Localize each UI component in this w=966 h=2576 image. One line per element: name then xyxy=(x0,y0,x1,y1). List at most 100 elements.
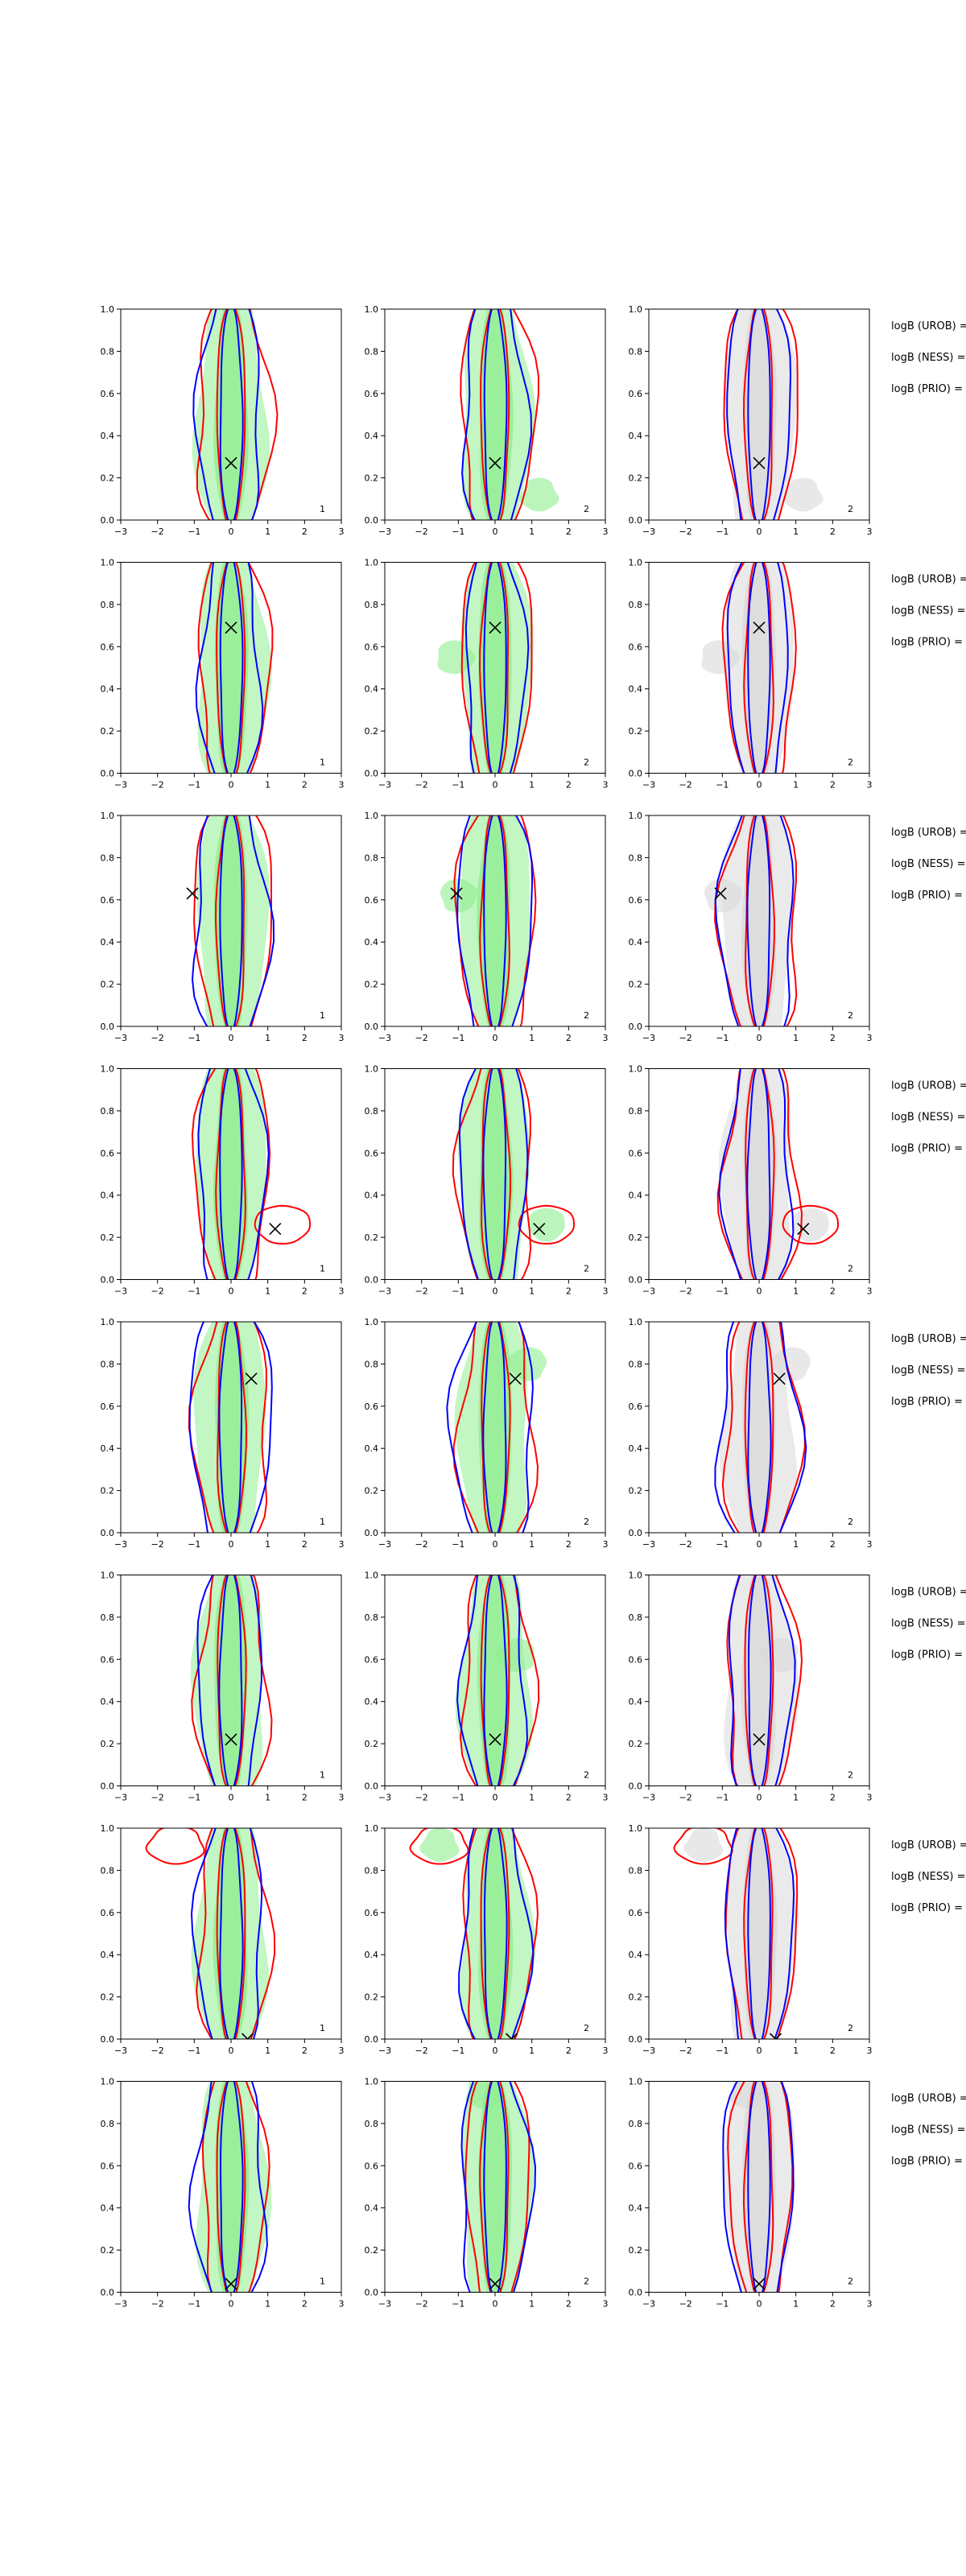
contour-blue-outer xyxy=(456,1575,529,1786)
contour-blue-inner xyxy=(219,562,244,774)
panel-r4-c3: −3 −2 −1 0 1 2 3 0.0 0.2 0.4 0.6 0.8 1.0 2 xyxy=(629,1064,873,1297)
x-tick-label: 0 xyxy=(757,2046,762,2056)
y-tick-label: 0.2 xyxy=(101,1486,115,1496)
contour-blue-inner xyxy=(219,815,243,1026)
x-tick-label: −2 xyxy=(679,2299,692,2310)
contour-red-extra xyxy=(145,1828,205,1865)
x-tick-label: 2 xyxy=(566,1793,572,1803)
x-tick-label: 2 xyxy=(302,1286,308,1297)
y-tick-label: 0.2 xyxy=(365,726,379,737)
x-tick-label: −2 xyxy=(151,2299,164,2310)
contour-blue-inner xyxy=(747,2081,771,2293)
x-tick-label: −1 xyxy=(452,2046,464,2056)
true-value-marker xyxy=(186,887,199,900)
y-tick-label: 0.2 xyxy=(629,1739,643,1749)
panel-number-label: 2 xyxy=(848,1264,853,1274)
panel-r4-c2: −3 −2 −1 0 1 2 3 0.0 0.2 0.4 0.6 0.8 1.0 2 xyxy=(365,1064,609,1297)
y-tick-label: 0.8 xyxy=(629,600,643,610)
contour-blue-inner xyxy=(747,309,771,520)
contour-blue-outer xyxy=(464,562,530,774)
x-tick-label: 2 xyxy=(830,526,836,537)
true-value-marker xyxy=(489,2277,502,2290)
panel-number-label: 2 xyxy=(584,504,589,514)
contour-red-inner xyxy=(479,2081,510,2293)
x-tick-label: 3 xyxy=(603,1793,609,1803)
panel-number-label: 2 xyxy=(584,2277,589,2287)
panel-number-label: 2 xyxy=(848,2023,853,2033)
y-tick-label: 0.2 xyxy=(629,726,643,737)
logb-label: logB (PRIO) = xyxy=(891,1143,963,1155)
logb-label: logB (NESS) = xyxy=(891,1364,965,1377)
x-tick-label: 2 xyxy=(830,780,836,791)
contour-red-outer xyxy=(193,815,272,1026)
x-tick-label: −3 xyxy=(114,2299,127,2310)
x-tick-label: 0 xyxy=(757,780,762,791)
contour-red-outer xyxy=(721,1322,806,1533)
contour-blue-inner xyxy=(218,1322,243,1533)
contour-red-inner xyxy=(215,1068,246,1280)
x-tick-label: 1 xyxy=(793,1539,799,1550)
y-tick-label: 0.2 xyxy=(101,980,115,990)
density-fill-inner xyxy=(742,2081,776,2293)
y-tick-label: 1.0 xyxy=(101,1064,115,1075)
y-tick-label: 0.0 xyxy=(365,1275,379,1286)
panel-r4-c1: −3 −2 −1 0 1 2 3 0.0 0.2 0.4 0.6 0.8 1.0 1 xyxy=(101,1064,345,1297)
contour-blue-inner xyxy=(483,1575,508,1786)
contour-blue-inner xyxy=(746,815,771,1026)
y-tick-label: 0.2 xyxy=(101,2245,115,2256)
contour-blue-inner xyxy=(747,1828,771,2039)
y-tick-label: 0.2 xyxy=(629,1232,643,1243)
panel-r8-c3: −3 −2 −1 0 1 2 3 0.0 0.2 0.4 0.6 0.8 1.0 2 xyxy=(629,2077,873,2310)
logb-label: logB (NESS) = xyxy=(891,858,965,870)
contour-red-inner xyxy=(742,2081,774,2293)
contour-red-extra xyxy=(673,1828,733,1865)
y-tick-label: 0.4 xyxy=(629,937,643,947)
x-tick-label: 0 xyxy=(229,2046,234,2056)
x-tick-label: −2 xyxy=(151,1033,164,1043)
x-tick-label: 3 xyxy=(339,526,345,537)
contour-red-outer xyxy=(462,1828,539,2039)
logb-label: logB (PRIO) = xyxy=(891,1902,963,1914)
x-tick-label: −2 xyxy=(151,1539,164,1550)
panel-r7-c3: −3 −2 −1 0 1 2 3 0.0 0.2 0.4 0.6 0.8 1.0 2 xyxy=(629,1823,873,2056)
y-tick-label: 0.6 xyxy=(101,389,115,399)
y-tick-label: 1.0 xyxy=(629,1823,643,1834)
y-tick-label: 0.4 xyxy=(101,2203,115,2214)
x-tick-label: 1 xyxy=(793,526,799,537)
panel-number-label: 1 xyxy=(320,2023,325,2033)
contour-red-inner xyxy=(742,309,774,520)
contour-red-outer xyxy=(452,1322,539,1533)
contour-blue-inner xyxy=(483,562,507,774)
x-tick-label: −1 xyxy=(716,1793,729,1803)
contour-red-inner xyxy=(217,1322,248,1533)
density-fill-extra xyxy=(465,2081,505,2109)
x-tick-label: 0 xyxy=(757,1539,762,1550)
y-tick-label: 0.0 xyxy=(365,1781,379,1792)
contour-blue-outer xyxy=(446,1322,534,1533)
y-tick-label: 0.0 xyxy=(101,1781,115,1792)
contour-blue-outer xyxy=(718,1068,795,1280)
contour-blue-outer xyxy=(192,309,260,520)
y-tick-label: 1.0 xyxy=(365,811,379,821)
y-tick-label: 0.2 xyxy=(365,2245,379,2256)
panel-number-label: 2 xyxy=(584,1517,589,1527)
y-tick-label: 0.0 xyxy=(365,1022,379,1032)
x-tick-label: 1 xyxy=(793,1793,799,1803)
contour-blue-inner xyxy=(483,309,508,520)
logb-label: logB (UROB) = xyxy=(891,2093,966,2105)
x-tick-label: −3 xyxy=(114,526,127,537)
x-tick-label: −1 xyxy=(188,526,200,537)
contour-red-extra xyxy=(254,1204,312,1245)
panel-number-label: 2 xyxy=(848,1010,853,1021)
x-tick-label: −1 xyxy=(716,526,729,537)
x-tick-label: −3 xyxy=(642,780,655,791)
x-tick-label: −3 xyxy=(378,780,391,791)
panel-number-label: 2 xyxy=(848,2277,853,2287)
contour-red-inner xyxy=(481,1068,512,1280)
x-tick-label: −2 xyxy=(415,526,428,537)
contour-blue-outer xyxy=(197,1068,270,1280)
x-tick-label: 2 xyxy=(566,1286,572,1297)
panel-number-label: 2 xyxy=(848,758,853,768)
x-tick-label: 2 xyxy=(830,1033,836,1043)
